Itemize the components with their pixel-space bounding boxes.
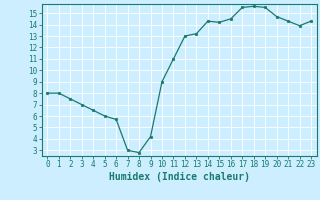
X-axis label: Humidex (Indice chaleur): Humidex (Indice chaleur) bbox=[109, 172, 250, 182]
